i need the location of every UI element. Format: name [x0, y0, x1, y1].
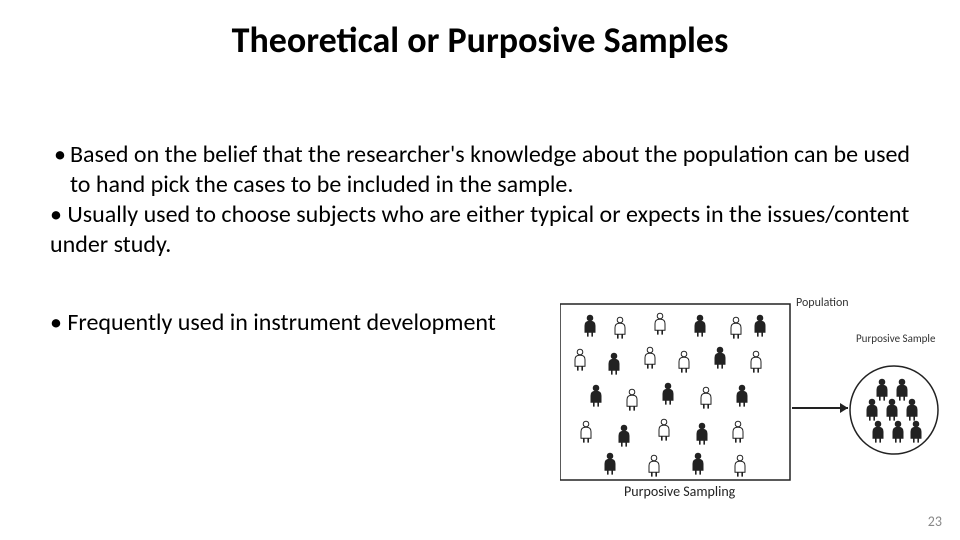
svg-text:Purposive Sampling: Purposive Sampling: [624, 483, 736, 500]
bullet-1: • Based on the belief that the researche…: [50, 140, 920, 200]
svg-text:Purposive Sample: Purposive Sample: [856, 332, 936, 345]
purposive-sampling-diagram: Population Purposive Sample Purposive Samp…: [560, 290, 940, 500]
bullet-marker: •: [50, 140, 70, 170]
bullet-text: Based on the belief that the researcher'…: [70, 140, 920, 200]
page-number: 23: [928, 513, 942, 530]
slide-title: Theoretical or Purposive Samples: [0, 18, 960, 62]
svg-text:Population: Population: [796, 296, 849, 310]
slide: Theoretical or Purposive Samples • Based…: [0, 0, 960, 540]
bullet-2: • Usually used to choose subjects who ar…: [50, 200, 920, 260]
